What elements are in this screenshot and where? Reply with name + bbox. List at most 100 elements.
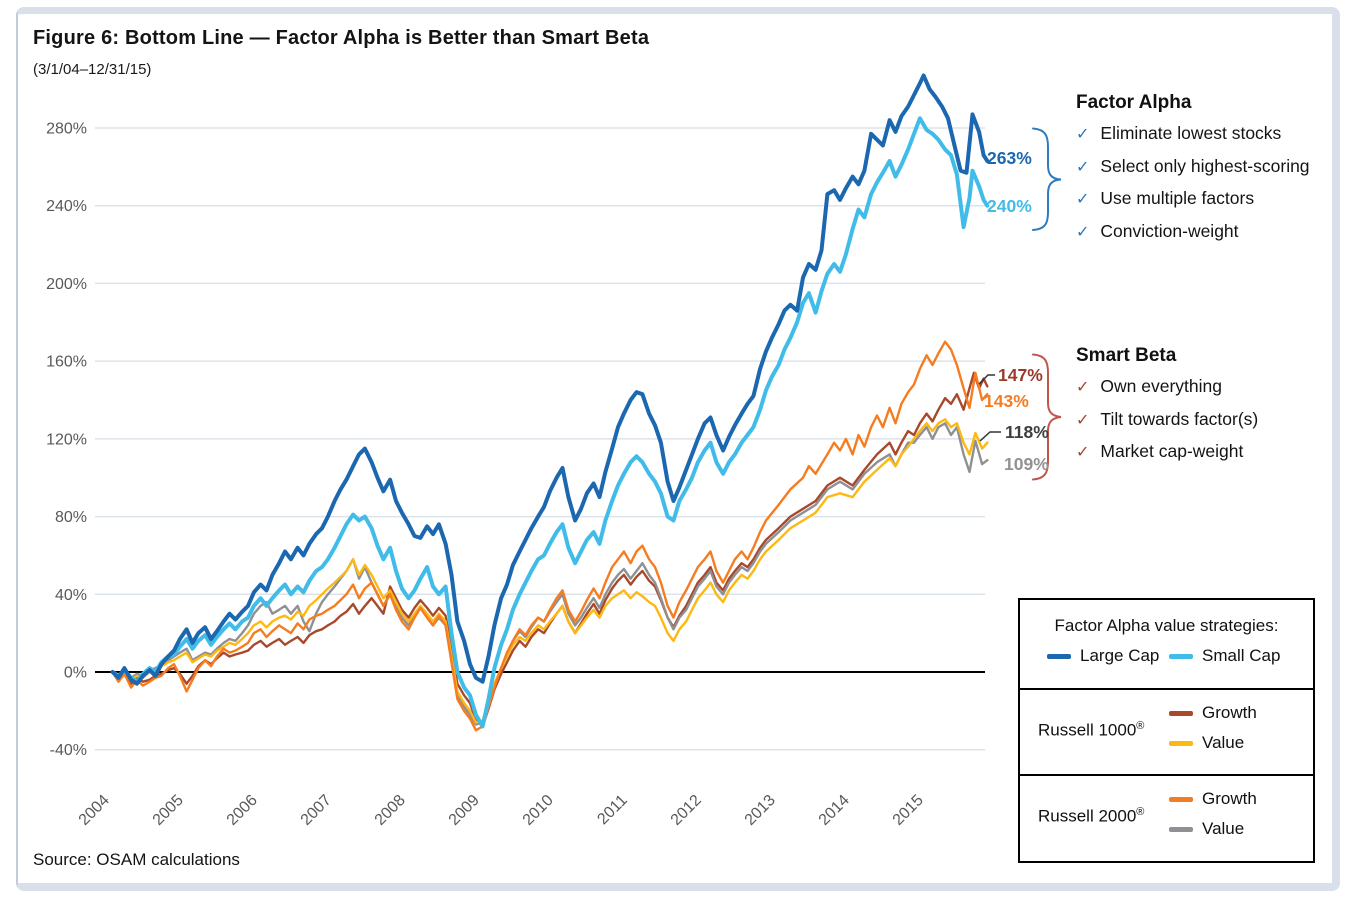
x-tick-label: 2015 [890,792,927,829]
x-tick-label: 2006 [224,792,261,829]
legend-section-factor-alpha: Factor Alpha value strategies: Large Cap… [1020,600,1313,690]
y-tick-label: 280% [46,120,87,137]
series-russell-2000-value [111,422,989,726]
x-tick-label: 2013 [742,792,779,829]
r1000-growth-connector-line [978,374,995,385]
r2000-value-swatch [1169,826,1193,832]
check-icon: ✓ [1076,191,1090,208]
x-tick-label: 2011 [594,792,630,828]
figure-title: Figure 6: Bottom Line — Factor Alpha is … [33,27,650,49]
series-lines [110,73,990,732]
legend-label-russell-1000: Russell 1000® [1038,720,1144,741]
series-russell-1000-growth [111,371,989,728]
y-tick-label: -40% [50,742,87,759]
figure-subtitle: (3/1/04–12/31/15) [33,61,152,78]
smart-beta-item-label: Tilt towards factor(s) [1100,408,1259,429]
end-label-r1000-growth: 147% [998,365,1043,385]
x-tick-label: 2009 [446,792,483,829]
factor-alpha-item: ✓ Conviction-weight [1076,221,1310,254]
russell-2000-text: Russell 2000 [1038,806,1137,826]
legend-label-small-cap: Small Cap [1202,646,1281,665]
factor-alpha-brace [1032,127,1062,231]
end-label-r2000-growth: 143% [984,391,1029,411]
legend-item-r2000-growth: Growth [1169,789,1257,809]
end-label-r2000-value: 109% [1004,454,1049,474]
legend-label-growth: Growth [1202,789,1257,808]
r2000-growth-swatch [1169,796,1193,802]
factor-alpha-item: ✓ Eliminate lowest stocks [1076,123,1310,156]
check-icon: ✓ [1076,158,1090,176]
smart-beta-block: Smart Beta ✓ Own everything ✓ Tilt towar… [1076,345,1258,474]
x-tick-label: 2004 [76,792,113,829]
smart-beta-item-label: Own everything [1100,376,1222,396]
x-tick-label: 2010 [520,792,557,829]
y-tick-label: 240% [46,198,87,215]
legend-section-russell-2000: Russell 2000® Growth Value [1020,776,1313,861]
smart-beta-item: ✓ Market cap-weight [1076,441,1258,474]
legend-label-value: Value [1202,819,1245,838]
legend-label-russell-2000: Russell 2000® [1038,806,1144,827]
check-icon: ✓ [1076,444,1090,461]
legend-group-title: Factor Alpha value strategies: [1054,616,1279,635]
legend-label-value: Value [1202,733,1245,752]
y-tick-label: 0% [64,665,87,682]
legend-item-small-cap: Small Cap [1169,646,1280,666]
legend-item-large-cap: Large Cap [1047,646,1159,666]
factor-alpha-item-label: Conviction-weight [1100,220,1239,241]
y-tick-label: 40% [55,587,87,604]
smart-beta-heading: Smart Beta [1076,345,1177,366]
smart-beta-item-label: Market cap-weight [1100,441,1244,461]
legend-item-r1000-growth: Growth [1169,703,1257,723]
x-tick-label: 2007 [298,792,335,829]
check-icon: ✓ [1076,126,1090,143]
y-tick-label: 80% [55,509,87,526]
source-note: Source: OSAM calculations [33,850,240,869]
small-cap-swatch [1169,653,1193,659]
series-large-cap [110,73,990,686]
legend-section-russell-1000: Russell 1000® Growth Value [1020,690,1313,776]
factor-alpha-item-label: Select only highest-scoring [1100,155,1310,176]
smart-beta-item: ✓ Tilt towards factor(s) [1076,409,1258,442]
factor-alpha-item-label: Eliminate lowest stocks [1100,123,1282,143]
x-axis-labels: 2004 2005 2006 2007 2008 2009 2010 2011 2012 2013… [76,792,927,829]
y-tick-label: 200% [46,276,87,293]
y-axis-labels: -40% 0% 40% 80% 120% 160% 200% 240% 280% [46,120,87,759]
chart-legend: Factor Alpha value strategies: Large Cap… [1018,598,1315,863]
r1000-value-swatch [1169,740,1193,746]
factor-alpha-heading: Factor Alpha [1076,92,1192,113]
legend-item-r1000-value: Value [1169,733,1244,753]
x-tick-label: 2014 [816,792,853,829]
registered-mark: ® [1136,720,1145,732]
legend-label-large-cap: Large Cap [1080,646,1160,665]
r1000-growth-swatch [1169,710,1193,716]
series-russell-1000-value [111,418,989,724]
end-label-r1000-value: 118% [1005,422,1049,442]
r1000-value-connector-line [979,431,1001,442]
check-icon: ✓ [1076,379,1090,396]
end-label-small-cap: 240% [987,196,1032,216]
series-russell-2000-growth [111,340,989,732]
smart-beta-item: ✓ Own everything [1076,376,1258,409]
series-small-cap [110,116,990,729]
end-label-large-cap: 263% [987,148,1032,168]
y-tick-label: 160% [46,354,87,371]
x-tick-label: 2008 [372,792,409,829]
check-icon: ✓ [1076,411,1090,429]
factor-alpha-item-label: Use multiple factors [1100,188,1255,208]
x-tick-label: 2005 [150,792,187,829]
russell-1000-text: Russell 1000 [1038,720,1137,740]
x-tick-label: 2012 [668,792,705,829]
y-tick-label: 120% [46,431,87,448]
factor-alpha-item: ✓ Select only highest-scoring [1076,156,1310,189]
check-icon: ✓ [1076,223,1090,241]
legend-item-r2000-value: Value [1169,819,1244,839]
gridlines-group [95,127,985,751]
factor-alpha-item: ✓ Use multiple factors [1076,188,1310,221]
large-cap-swatch [1047,653,1071,659]
registered-mark: ® [1136,806,1145,818]
smart-beta-brace [1032,353,1062,481]
factor-alpha-block: Factor Alpha ✓ Eliminate lowest stocks ✓… [1076,92,1310,253]
legend-label-growth: Growth [1202,703,1257,722]
